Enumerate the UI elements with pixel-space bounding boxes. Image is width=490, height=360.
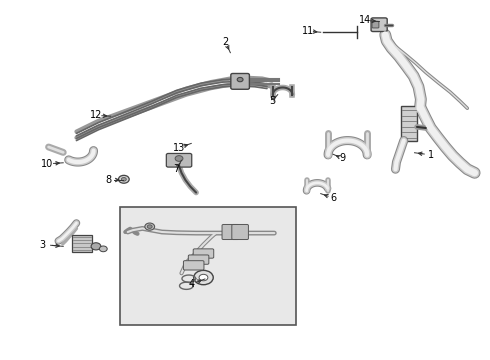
Text: 9: 9 (340, 153, 346, 163)
Circle shape (194, 270, 213, 285)
Circle shape (99, 246, 107, 252)
Circle shape (91, 243, 101, 250)
Circle shape (119, 175, 129, 183)
Text: 10: 10 (41, 159, 53, 169)
FancyBboxPatch shape (183, 261, 204, 270)
Circle shape (122, 177, 126, 181)
Circle shape (147, 225, 152, 228)
Text: 11: 11 (302, 26, 315, 36)
FancyBboxPatch shape (232, 225, 248, 239)
FancyBboxPatch shape (166, 153, 192, 167)
Text: 3: 3 (39, 239, 45, 249)
FancyBboxPatch shape (222, 225, 239, 239)
Text: 7: 7 (173, 164, 180, 174)
Bar (401, 107, 417, 140)
Circle shape (175, 156, 183, 161)
Bar (121, 207, 296, 325)
Text: 13: 13 (173, 143, 185, 153)
Circle shape (237, 77, 243, 82)
FancyBboxPatch shape (372, 22, 379, 28)
Text: 1: 1 (428, 150, 434, 160)
Text: 5: 5 (269, 96, 275, 106)
FancyBboxPatch shape (371, 18, 387, 32)
Text: 12: 12 (90, 111, 102, 121)
Circle shape (145, 223, 155, 230)
Text: 4: 4 (188, 279, 195, 289)
Text: 2: 2 (222, 37, 228, 47)
Text: 14: 14 (359, 15, 371, 26)
Text: 6: 6 (330, 193, 336, 203)
FancyBboxPatch shape (188, 255, 209, 264)
FancyBboxPatch shape (193, 249, 214, 258)
FancyBboxPatch shape (231, 73, 249, 89)
Circle shape (199, 274, 208, 281)
Bar (72, 234, 92, 252)
Text: 8: 8 (105, 175, 111, 185)
